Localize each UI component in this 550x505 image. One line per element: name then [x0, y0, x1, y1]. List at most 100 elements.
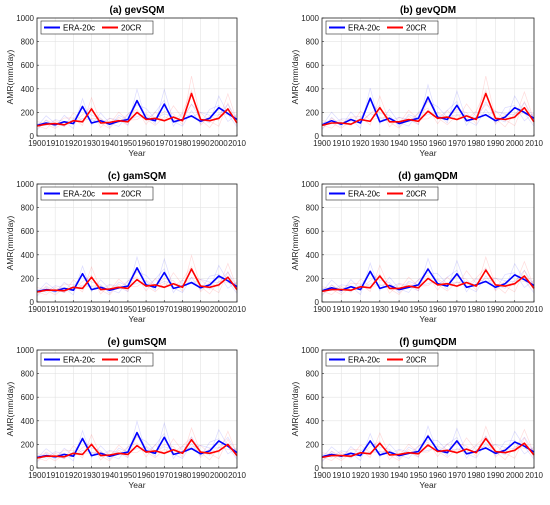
x-tick-label: 2000	[506, 471, 524, 480]
axes-frame	[321, 349, 535, 469]
y-tick-label: 0	[315, 464, 320, 473]
x-tick-label: 1970	[155, 471, 173, 480]
y-tick-label: 200	[21, 440, 35, 449]
x-axis-label: Year	[419, 314, 436, 324]
y-tick-label: 0	[315, 132, 320, 141]
legend-label-0: ERA-20c	[348, 356, 380, 365]
x-tick-label: 1920	[352, 471, 370, 480]
series-line-1	[321, 92, 535, 127]
x-tick-label: 1930	[83, 471, 101, 480]
x-tick-label: 1900	[28, 139, 46, 148]
series-line-1	[36, 268, 238, 293]
legend-label-0: ERA-20c	[348, 24, 380, 33]
x-tick-label: 2010	[525, 305, 543, 314]
x-tick-label: 1950	[409, 471, 427, 480]
legend: ERA-20c 20CR	[325, 20, 439, 35]
x-tick-label: 1980	[174, 305, 192, 314]
x-tick-label: 1910	[46, 471, 64, 480]
legend-label-1: 20CR	[121, 190, 142, 199]
legend: ERA-20c 20CR	[40, 186, 154, 201]
y-tick-label: 1000	[16, 14, 34, 23]
x-tick-label: 1940	[101, 139, 119, 148]
y-tick-label: 800	[21, 370, 35, 379]
x-tick-label: 1990	[192, 305, 210, 314]
x-tick-label: 1930	[83, 305, 101, 314]
legend-box	[40, 352, 154, 367]
series-ensemble-trace	[321, 428, 535, 461]
series-ensemble-trace	[36, 255, 238, 297]
axes-frame	[36, 17, 238, 137]
y-axis-label: AMR(mm/day)	[290, 49, 300, 104]
panel-4: 1900 1910 1920 1930 1940 1950 1960 1970 1980 1990…	[5, 337, 246, 490]
chart-title: (a) gevSQM	[109, 5, 164, 16]
x-tick-label: 1990	[487, 471, 505, 480]
y-tick-label: 400	[21, 85, 35, 94]
series-ensemble-trace	[321, 260, 535, 295]
x-tick-label: 1970	[155, 305, 173, 314]
series-line-1	[36, 438, 238, 459]
x-tick-label: 1990	[487, 139, 505, 148]
x-tick-label: 1940	[101, 471, 119, 480]
y-tick-label: 200	[306, 108, 320, 117]
plot-area	[322, 184, 534, 302]
series-line-1	[321, 437, 535, 459]
panel-3: 1900 1910 1920 1930 1940 1950 1960 1970 1980 1990…	[290, 171, 543, 324]
legend-box	[40, 186, 154, 201]
series-ensemble-trace	[36, 88, 238, 131]
x-axis-label: Year	[419, 480, 436, 490]
y-tick-label: 400	[306, 251, 320, 260]
series-ensemble-trace	[36, 426, 238, 462]
y-tick-label: 0	[315, 298, 320, 307]
x-tick-label: 2010	[228, 139, 246, 148]
y-tick-label: 400	[306, 85, 320, 94]
series-ensemble-trace	[36, 254, 238, 296]
legend-label-0: ERA-20c	[63, 356, 95, 365]
legend-label-1: 20CR	[121, 356, 142, 365]
plot-area	[37, 350, 237, 468]
x-tick-label: 1920	[64, 139, 82, 148]
series-ensemble-trace	[321, 83, 535, 131]
legend-label-0: ERA-20c	[63, 24, 95, 33]
x-tick-label: 1970	[448, 305, 466, 314]
y-axis-label: AMR(mm/day)	[5, 215, 15, 270]
series-ensemble-trace	[321, 257, 535, 297]
x-tick-label: 1990	[192, 139, 210, 148]
x-tick-label: 1900	[313, 305, 331, 314]
x-tick-label: 1910	[46, 305, 64, 314]
y-axis-label: AMR(mm/day)	[290, 381, 300, 436]
y-tick-label: 200	[306, 440, 320, 449]
x-tick-label: 1980	[174, 139, 192, 148]
x-tick-label: 1940	[390, 305, 408, 314]
legend-label-1: 20CR	[406, 24, 427, 33]
x-tick-label: 1980	[467, 471, 485, 480]
x-tick-label: 1950	[119, 305, 137, 314]
series-ensemble-trace	[36, 420, 238, 463]
series-ensemble-trace	[321, 255, 535, 295]
x-tick-label: 1960	[137, 471, 155, 480]
y-tick-label: 400	[21, 417, 35, 426]
plot-area	[37, 18, 237, 136]
chart-title: (f) gumQDM	[399, 337, 456, 348]
y-tick-label: 1000	[301, 346, 319, 355]
y-tick-label: 800	[306, 370, 320, 379]
x-tick-label: 1950	[119, 471, 137, 480]
y-tick-label: 1000	[301, 14, 319, 23]
legend: ERA-20c 20CR	[40, 352, 154, 367]
x-tick-label: 1980	[467, 139, 485, 148]
x-axis-label: Year	[128, 314, 145, 324]
x-tick-label: 1930	[371, 139, 389, 148]
x-tick-label: 1950	[409, 139, 427, 148]
x-tick-label: 1930	[83, 139, 101, 148]
y-tick-label: 600	[306, 227, 320, 236]
x-tick-label: 1990	[487, 305, 505, 314]
x-tick-label: 2010	[525, 471, 543, 480]
panel-5: 1900 1910 1920 1930 1940 1950 1960 1970 1980 1990…	[290, 337, 543, 490]
y-tick-label: 400	[21, 251, 35, 260]
legend-box	[325, 186, 439, 201]
x-tick-label: 1930	[371, 471, 389, 480]
y-tick-label: 800	[21, 38, 35, 47]
x-tick-label: 1910	[332, 305, 350, 314]
axes-frame	[36, 349, 238, 469]
x-tick-label: 1910	[46, 139, 64, 148]
